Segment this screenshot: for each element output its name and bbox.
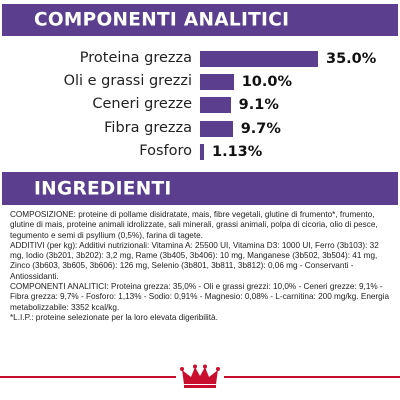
- analytic-row-value: 9.1%: [238, 97, 279, 114]
- analytic-row-label: Oli e grassi grezzi: [63, 73, 192, 90]
- ingredients-text: COMPOSIZIONE: proteine di pollame disidr…: [10, 210, 390, 323]
- analytic-header: COMPONENTI ANALITICI: [2, 4, 398, 36]
- footnote-text: *L.I.P.: proteine selezionate per la lor…: [10, 312, 218, 322]
- ingredients-title: INGREDIENTI: [34, 178, 172, 199]
- analytic-summary-text: COMPONENTI ANALITICI: Proteina grezza: 3…: [10, 282, 390, 312]
- analytic-row-value: 10.0%: [241, 74, 293, 91]
- footer-divider: [0, 376, 400, 378]
- additives-text: ADDITIVI (per kg): Additivi nutrizionali…: [10, 240, 379, 281]
- analytic-row-label: Fibra grezza: [104, 119, 192, 136]
- analytic-row-bar: [200, 51, 318, 67]
- composition-text: COMPOSIZIONE: proteine di pollame disidr…: [10, 210, 378, 240]
- analytic-row-value: 9.7%: [240, 120, 281, 137]
- analytic-row-bar: [200, 120, 233, 137]
- footer-line-right: [224, 376, 400, 378]
- analytic-row-label: Ceneri grezze: [92, 96, 192, 113]
- analytic-row-bar: [200, 74, 234, 91]
- ingredients-header: INGREDIENTI: [2, 172, 398, 205]
- analytic-row-bar: [200, 97, 231, 114]
- analytic-row-label: Fosforo: [139, 142, 192, 159]
- analytic-row-value: 35.0%: [326, 51, 377, 67]
- crown-icon: [180, 364, 220, 388]
- analytic-title: COMPONENTI ANALITICI: [34, 9, 290, 31]
- footer-line-left: [0, 376, 176, 378]
- analytic-row-value: 1.13%: [212, 143, 263, 160]
- analytic-row-label: Proteina grezza: [79, 50, 192, 66]
- analytic-row-bar: [200, 143, 204, 160]
